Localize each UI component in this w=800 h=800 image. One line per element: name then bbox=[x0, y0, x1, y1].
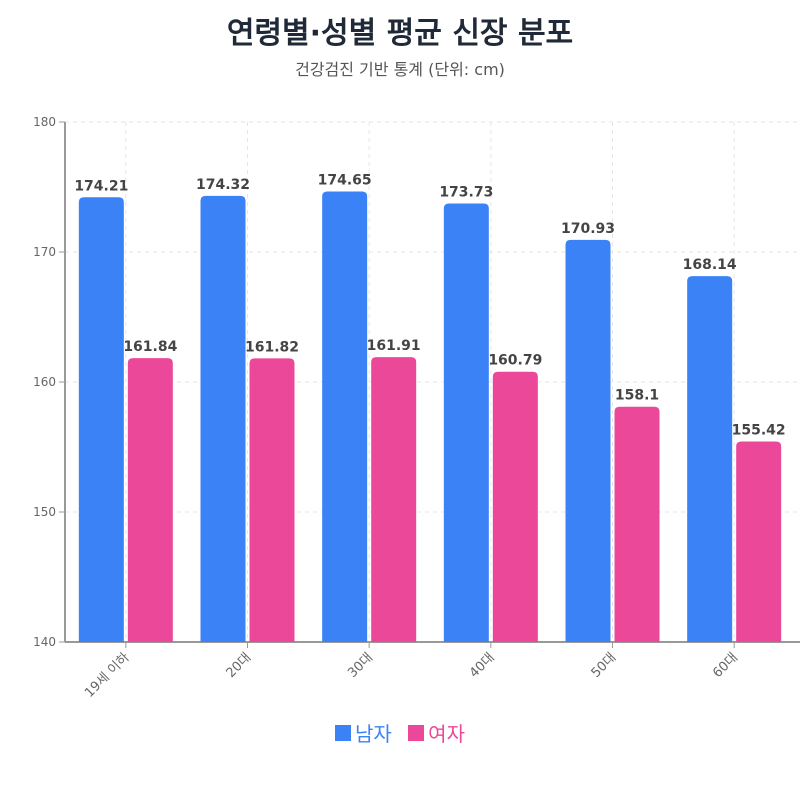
legend-label: 여자 bbox=[428, 722, 465, 746]
data-label: 173.73 bbox=[439, 185, 493, 201]
bar-male bbox=[200, 195, 246, 642]
x-tick-label: 40대 bbox=[467, 650, 498, 681]
data-label: 174.65 bbox=[318, 173, 372, 189]
data-label: 174.32 bbox=[196, 177, 250, 193]
x-tick-label: 30대 bbox=[345, 650, 376, 681]
data-label: 161.91 bbox=[367, 338, 421, 354]
chart-subtitle: 건강검진 기반 통계 (단위: cm) bbox=[295, 60, 505, 79]
data-label: 168.14 bbox=[683, 257, 737, 273]
bar-male bbox=[565, 239, 611, 642]
bar-female bbox=[614, 406, 660, 642]
y-tick-label: 170 bbox=[33, 245, 56, 259]
bar-female bbox=[492, 371, 538, 642]
bar-male bbox=[687, 276, 733, 642]
legend-swatch bbox=[408, 724, 425, 741]
data-label: 174.21 bbox=[74, 178, 128, 194]
chart-title: 연령별·성별 평균 신장 분포 bbox=[226, 16, 574, 51]
data-label: 161.82 bbox=[245, 339, 299, 355]
bar-female bbox=[736, 441, 782, 642]
legend-item-male[interactable]: 남자 bbox=[335, 718, 392, 747]
y-tick-label: 140 bbox=[33, 635, 56, 649]
legend-item-female[interactable]: 여자 bbox=[408, 718, 465, 747]
data-label: 158.1 bbox=[615, 388, 659, 404]
x-tick-label: 20대 bbox=[224, 650, 255, 681]
y-tick-label: 180 bbox=[33, 115, 56, 129]
bar-female bbox=[127, 358, 173, 642]
bar-male bbox=[78, 197, 124, 642]
bar-female bbox=[249, 358, 295, 642]
legend-label: 남자 bbox=[355, 722, 392, 746]
bar-male bbox=[443, 203, 489, 642]
data-label: 155.42 bbox=[732, 423, 786, 439]
x-tick-label: 60대 bbox=[710, 650, 741, 681]
y-tick-label: 150 bbox=[33, 505, 56, 519]
y-tick-label: 160 bbox=[33, 375, 56, 389]
data-label: 160.79 bbox=[488, 353, 542, 369]
data-label: 161.84 bbox=[123, 339, 177, 355]
bar-female bbox=[371, 357, 417, 642]
bar-male bbox=[322, 191, 368, 643]
legend-swatch bbox=[335, 724, 351, 741]
legend: 남자 여자 bbox=[0, 718, 800, 747]
x-tick-label: 50대 bbox=[589, 650, 620, 681]
x-tick-label: 19세 이하 bbox=[82, 650, 133, 701]
data-label: 170.93 bbox=[561, 221, 615, 237]
